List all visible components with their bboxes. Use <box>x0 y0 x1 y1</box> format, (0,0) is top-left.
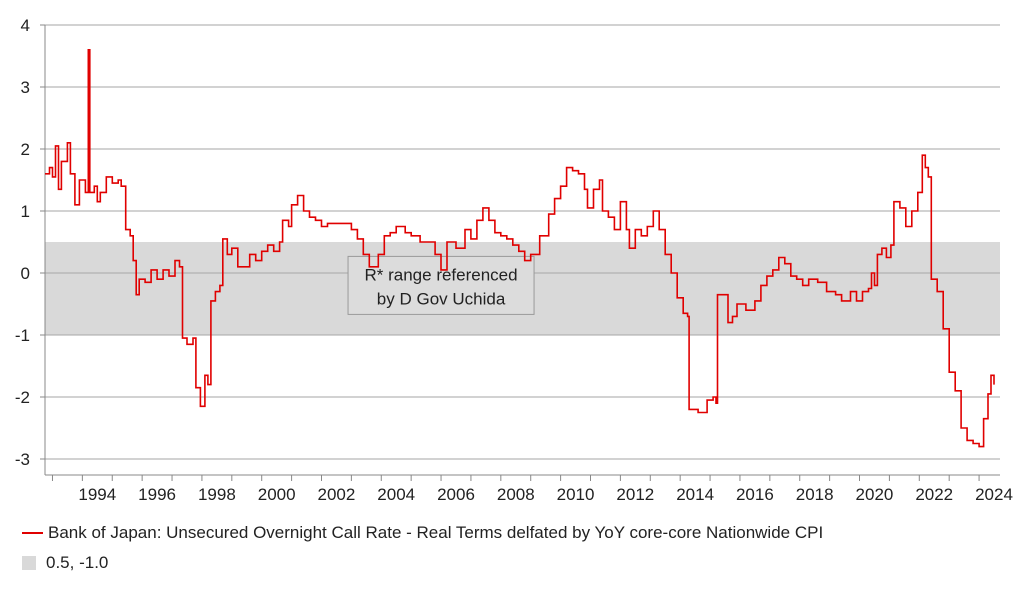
x-tick-label: 1996 <box>138 485 176 504</box>
x-tick-label: 1994 <box>78 485 116 504</box>
x-tick-label: 2022 <box>915 485 953 504</box>
x-tick-label: 2024 <box>975 485 1013 504</box>
x-tick-label: 2012 <box>616 485 654 504</box>
y-ticks: 4 3 2 1 0 -1 -2 -3 <box>15 16 45 469</box>
x-tick-label: 2016 <box>736 485 774 504</box>
x-tick-label: 1998 <box>198 485 236 504</box>
x-ticks: 1994 1996 1998 2000 2002 2004 2006 2008 2010 2012… <box>51 475 1013 504</box>
x-tick-label: 2020 <box>856 485 894 504</box>
legend-band-swatch <box>22 556 36 570</box>
legend-item-band: 0.5, -1.0 <box>22 553 108 573</box>
annotation-line-1: R* range referenced <box>365 265 518 284</box>
legend-band-label: 0.5, -1.0 <box>46 553 109 572</box>
x-tick-label: 2010 <box>557 485 595 504</box>
y-tick-label: 2 <box>21 140 30 159</box>
y-tick-label: 4 <box>21 16 30 35</box>
y-tick-label: -3 <box>15 450 30 469</box>
legend-series-label: Bank of Japan: Unsecured Overnight Call … <box>48 523 824 542</box>
x-tick-label: 2014 <box>676 485 714 504</box>
y-tick-label: 3 <box>21 78 30 97</box>
gridlines <box>45 24 1000 460</box>
x-tick-label: 2000 <box>258 485 296 504</box>
x-tick-label: 2008 <box>497 485 535 504</box>
legend-line-swatch <box>22 532 43 534</box>
y-tick-label: 1 <box>21 202 30 221</box>
series-line-call-rate <box>45 49 995 448</box>
x-tick-label: 2004 <box>377 485 415 504</box>
x-tick-label: 2002 <box>318 485 356 504</box>
y-tick-label: -2 <box>15 388 30 407</box>
x-tick-label: 2006 <box>437 485 475 504</box>
legend-item-series: Bank of Japan: Unsecured Overnight Call … <box>22 523 823 543</box>
y-tick-label: 0 <box>21 264 30 283</box>
x-tick-label: 2018 <box>796 485 834 504</box>
annotation-line-2: by D Gov Uchida <box>377 289 506 308</box>
y-tick-label: -1 <box>15 326 30 345</box>
